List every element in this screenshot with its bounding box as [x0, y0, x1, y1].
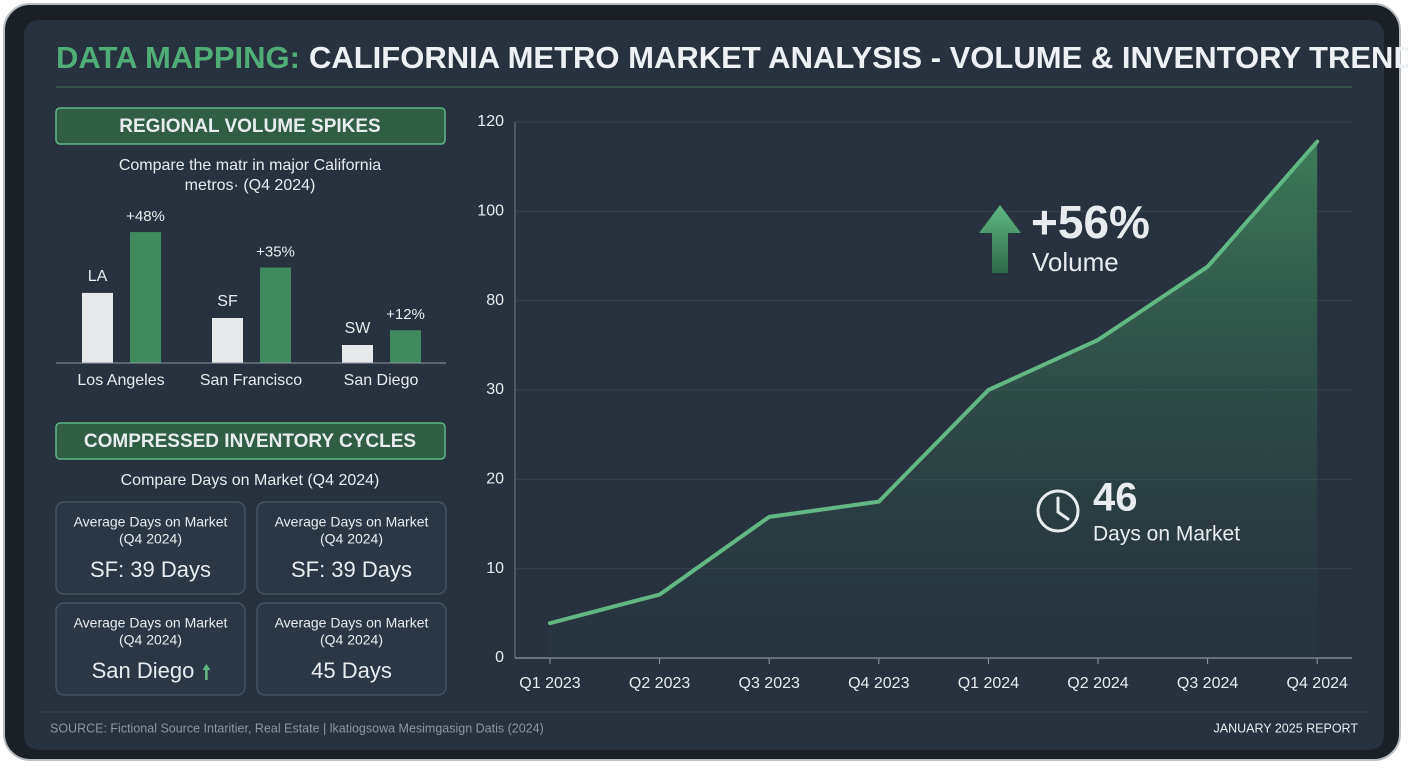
y-tick-label: 120: [477, 113, 504, 130]
up-arrow-icon: [202, 664, 211, 680]
page-title: DATA MAPPING: CALIFORNIA METRO MARKET ANA…: [56, 40, 1408, 75]
chart-subtitle: Compare the matr in major California: [119, 157, 381, 174]
y-tick-label: 20: [486, 471, 504, 488]
bar: [82, 292, 113, 363]
annotation-label: Days on Market: [1093, 523, 1240, 546]
bar-chart: LA SF SW +48% +35% +12% Los Angeles San Francis…: [56, 208, 446, 389]
x-tick-label: Q4 2023: [848, 675, 909, 692]
kpi-card: [55, 602, 246, 696]
value-label: +48%: [126, 208, 165, 225]
kpi-label: Average Days on Market: [74, 615, 228, 631]
y-tick-label: 0: [495, 649, 504, 666]
kpi-period: (Q4 2024): [320, 531, 383, 547]
clock-hands: [1056, 496, 1070, 521]
section-header: [55, 107, 446, 145]
footer-source: SOURCE: Fictional Source Intaritier, Rea…: [50, 721, 544, 735]
kpi-period: (Q4 2024): [119, 632, 182, 648]
bar-label: LA: [88, 268, 108, 285]
bar: [342, 345, 373, 363]
x-tick-label: Q2 2024: [1067, 675, 1128, 692]
bar: [130, 232, 161, 363]
kpi-label: Average Days on Market: [275, 514, 429, 530]
area: [550, 141, 1318, 659]
section-header: [55, 422, 446, 460]
x-tick-label: Q1 2024: [958, 675, 1019, 692]
bar: [212, 318, 243, 363]
clock-icon: [1036, 489, 1080, 533]
y-tick-label: 100: [477, 203, 504, 220]
value-label: +35%: [256, 244, 295, 261]
up-arrow-icon: [979, 205, 1021, 273]
title-highlight: DATA MAPPING:: [56, 40, 300, 75]
x-tick-label: Q3 2023: [739, 675, 800, 692]
value-label: +12%: [386, 306, 425, 323]
line-chart: 0 10 20 30 80 100 120 Q1 2023 Q2 2023 Q3 2023 Q4 2…: [477, 113, 1352, 692]
kpi-cards: Average Days on Market(Q4 2024)SF: 39 Da…: [55, 501, 447, 696]
x-tick-label: Q1 2023: [519, 675, 580, 692]
y-tick-label: 10: [486, 560, 504, 577]
kpi-value: 45 Days: [311, 658, 392, 683]
annotation-label: Volume: [1032, 247, 1119, 277]
bar: [390, 330, 421, 363]
y-tick-label: 80: [486, 292, 504, 309]
x-tick-label: San Francisco: [200, 372, 302, 389]
x-tick-label: Q3 2024: [1177, 675, 1238, 692]
bar-label: SW: [345, 320, 372, 337]
annotation-value: 46: [1093, 476, 1138, 520]
x-tick-label: San Diego: [344, 372, 419, 389]
title-text: CALIFORNIA METRO MARKET ANALYSIS - VOLUM…: [309, 40, 1408, 75]
kpi-card: [55, 501, 246, 595]
x-tick-label: Q4 2024: [1287, 675, 1348, 692]
line: [548, 139, 1320, 626]
kpi-card: [256, 501, 447, 595]
bar-label: SF: [217, 293, 238, 310]
annotation-value: +56%: [1031, 196, 1150, 248]
kpi-value: SF: 39 Days: [90, 557, 211, 582]
section-subtitle: Compare Days on Market (Q4 2024): [121, 472, 380, 489]
x-tick-label: Q2 2023: [629, 675, 690, 692]
kpi-value: SF: 39 Days: [291, 557, 412, 582]
section-title: REGIONAL VOLUME SPIKES: [119, 116, 380, 137]
section-title: COMPRESSED INVENTORY CYCLES: [84, 431, 416, 452]
kpi-value: San Diego: [92, 658, 195, 683]
kpi-label: Average Days on Market: [74, 514, 228, 530]
bar: [260, 267, 291, 363]
footer-report: JANUARY 2025 REPORT: [1213, 721, 1358, 735]
kpi-label: Average Days on Market: [275, 615, 429, 631]
y-tick-label: 30: [486, 381, 504, 398]
kpi-period: (Q4 2024): [119, 531, 182, 547]
kpi-period: (Q4 2024): [320, 632, 383, 648]
kpi-card: [256, 602, 447, 696]
x-tick-label: Los Angeles: [77, 372, 164, 389]
chart-subtitle: metros· (Q4 2024): [185, 177, 316, 194]
